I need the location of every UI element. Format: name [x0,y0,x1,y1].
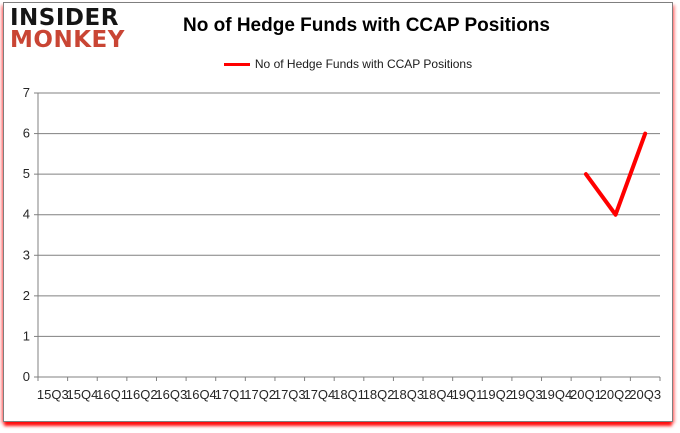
x-tick-label: 19Q4 [540,387,572,402]
y-tick-label: 1 [23,328,30,343]
x-tick-label: 18Q4 [422,387,454,402]
x-tick-label: 19Q2 [481,387,513,402]
logo-text-insider: INSIDER [10,5,119,31]
chart-frame [3,2,673,422]
y-tick-label: 4 [23,207,30,222]
x-tick-label: 17Q2 [244,387,276,402]
y-tick-label: 3 [23,247,30,262]
insider-monkey-logo: INSIDER MONKEY [10,7,125,52]
y-tick-label: 7 [23,85,30,100]
x-tick-label: 18Q1 [333,387,365,402]
x-tick-label: 16Q1 [96,387,128,402]
x-tick-label: 18Q3 [392,387,424,402]
x-tick-label: 17Q1 [215,387,247,402]
y-tick-label: 2 [23,288,30,303]
x-tick-label: 20Q1 [570,387,602,402]
x-tick-label: 15Q3 [37,387,69,402]
x-tick-label: 20Q3 [629,387,661,402]
legend-label: No of Hedge Funds with CCAP Positions [254,57,473,71]
x-tick-label: 16Q2 [126,387,158,402]
x-tick-label: 19Q3 [511,387,543,402]
x-tick-label: 15Q4 [67,387,99,402]
x-tick-label: 16Q4 [185,387,217,402]
x-tick-label: 17Q3 [274,387,306,402]
y-tick-label: 5 [23,166,30,181]
y-tick-label: 0 [23,369,30,384]
x-tick-label: 20Q2 [600,387,632,402]
legend-line-swatch [223,62,250,66]
legend: No of Hedge Funds with CCAP Positions [16,56,680,72]
x-tick-label: 16Q3 [155,387,187,402]
chart-title: No of Hedge Funds with CCAP Positions [183,15,550,36]
logo-text-monkey: MONKEY [10,27,125,53]
x-tick-label: 19Q1 [452,387,484,402]
x-tick-label: 18Q2 [363,387,395,402]
x-tick-label: 17Q4 [303,387,335,402]
y-tick-label: 6 [23,126,30,141]
series-line [583,131,648,217]
